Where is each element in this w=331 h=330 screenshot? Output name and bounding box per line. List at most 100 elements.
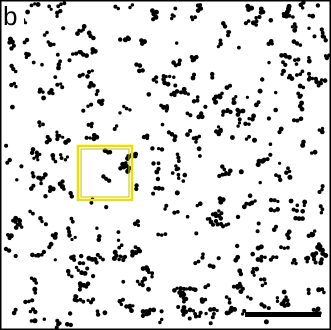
particle <box>60 85 64 89</box>
particle <box>141 314 145 318</box>
particle <box>320 257 324 261</box>
particle <box>14 254 18 258</box>
particle <box>128 6 131 9</box>
particle <box>174 164 177 167</box>
particle <box>68 311 72 315</box>
particle <box>173 15 176 18</box>
particle <box>47 245 51 249</box>
particle <box>75 299 79 303</box>
particle <box>286 246 290 250</box>
particle <box>61 26 65 30</box>
particle <box>85 267 89 271</box>
particle <box>77 269 80 272</box>
particle <box>91 69 94 72</box>
particle <box>287 175 292 180</box>
particle <box>93 49 98 54</box>
particle <box>228 301 232 305</box>
particle <box>295 73 299 77</box>
particle <box>199 111 203 115</box>
particle <box>194 315 198 319</box>
particle <box>257 100 261 104</box>
particle <box>156 177 160 181</box>
particle <box>192 73 196 77</box>
particle <box>241 312 244 315</box>
particle <box>70 238 73 241</box>
particle <box>280 73 283 76</box>
particle <box>307 72 311 76</box>
particle <box>196 3 200 7</box>
particle <box>175 41 178 44</box>
particle <box>23 300 27 304</box>
particle <box>128 108 131 111</box>
particle <box>72 255 76 259</box>
particle <box>39 182 43 186</box>
particle <box>220 164 224 168</box>
particle <box>302 200 307 205</box>
particle <box>118 37 122 41</box>
particle <box>155 80 158 83</box>
particle <box>201 252 205 256</box>
particle <box>85 74 90 79</box>
particle <box>274 173 278 177</box>
particle <box>29 310 32 313</box>
particle <box>268 153 272 157</box>
particle <box>295 42 298 45</box>
particle <box>305 256 310 261</box>
particle <box>229 306 233 310</box>
particle <box>192 99 196 103</box>
scale-bar <box>245 312 321 317</box>
particle <box>262 304 266 308</box>
particle <box>209 321 213 325</box>
particle <box>96 312 100 316</box>
particle <box>206 283 210 287</box>
particle <box>81 109 85 113</box>
particle <box>269 18 274 23</box>
particle <box>282 290 287 295</box>
particle <box>220 92 224 96</box>
particle <box>73 294 77 298</box>
particle <box>145 267 150 272</box>
particle <box>89 103 93 107</box>
particle <box>274 91 277 94</box>
particle <box>4 144 8 148</box>
particle <box>68 58 72 62</box>
particle <box>44 222 48 226</box>
particle <box>279 245 283 249</box>
particle <box>186 215 190 219</box>
particle <box>291 25 294 28</box>
particle <box>81 300 85 304</box>
particle <box>66 155 69 158</box>
particle <box>259 255 263 259</box>
particle <box>259 259 263 263</box>
particle <box>253 274 256 277</box>
particle <box>173 93 177 97</box>
particle <box>196 95 200 99</box>
particle <box>33 2 36 5</box>
particle <box>81 73 85 77</box>
particle <box>48 42 53 47</box>
particle <box>53 75 57 79</box>
particle <box>203 105 207 109</box>
particle <box>289 199 294 204</box>
panel-label: b <box>3 1 17 31</box>
particle <box>177 159 181 163</box>
particle <box>67 273 70 276</box>
particle <box>61 179 65 183</box>
particle <box>146 287 151 292</box>
particle <box>62 187 66 191</box>
particle <box>188 317 192 321</box>
particle <box>210 72 214 76</box>
particle <box>176 156 180 160</box>
particle <box>182 87 187 92</box>
particle <box>14 85 17 88</box>
particle <box>198 201 203 206</box>
particle <box>121 258 125 262</box>
micrograph: b <box>0 0 331 330</box>
particle <box>5 161 9 165</box>
particle <box>300 107 305 112</box>
particle <box>160 233 163 236</box>
particle <box>275 255 279 259</box>
particle <box>251 270 256 275</box>
particle <box>267 116 271 120</box>
particle <box>217 209 220 212</box>
